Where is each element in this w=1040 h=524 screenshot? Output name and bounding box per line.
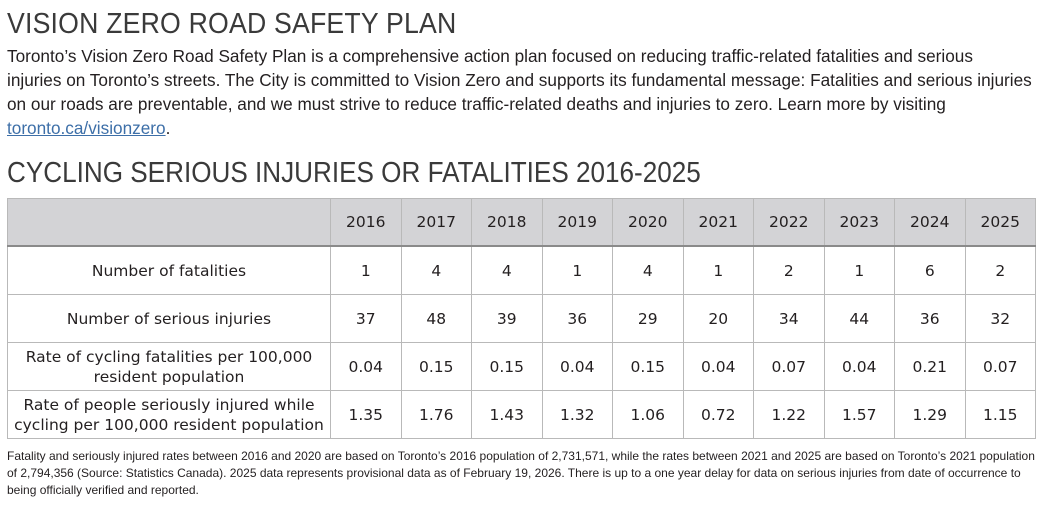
- intro-paragraph: Toronto’s Vision Zero Road Safety Plan i…: [7, 44, 1032, 140]
- table-row: Rate of people seriously injured while c…: [7, 390, 1036, 439]
- page: VISION ZERO ROAD SAFETY PLAN Toronto’s V…: [7, 8, 1036, 497]
- table-cell: 1.76: [400, 390, 472, 439]
- year-header: 2016: [330, 198, 402, 247]
- intro-text: Toronto’s Vision Zero Road Safety Plan i…: [7, 46, 1032, 114]
- table-cell: 0.15: [612, 342, 684, 391]
- row-label: Number of fatalities: [7, 245, 331, 295]
- table-cell: 1.43: [471, 390, 543, 439]
- table-cell: 0.04: [330, 342, 402, 391]
- table-cell: 0.07: [964, 342, 1036, 391]
- table-cell: 20: [682, 294, 754, 343]
- table-cell: 6: [894, 245, 966, 295]
- table-cell: 0.15: [471, 342, 543, 391]
- table-cell: 1.15: [964, 390, 1036, 439]
- year-header: 2022: [753, 198, 825, 247]
- year-header: 2021: [682, 198, 754, 247]
- table-cell: 36: [894, 294, 966, 343]
- table-cell: 1: [541, 245, 613, 295]
- table-cell: 1.35: [330, 390, 402, 439]
- table-cell: 0.15: [400, 342, 472, 391]
- year-header: 2023: [823, 198, 895, 247]
- table-cell: 29: [612, 294, 684, 343]
- table-cell: 36: [541, 294, 613, 343]
- table-body: Number of fatalities 1 4 4 1 4 1 2 1 6 2 Number of …: [7, 245, 1036, 439]
- table-cell: 37: [330, 294, 402, 343]
- table-cell: 0.72: [682, 390, 754, 439]
- year-header: 2025: [964, 198, 1036, 247]
- table-cell: 0.07: [753, 342, 825, 391]
- table-cell: 44: [823, 294, 895, 343]
- table-cell: 1.32: [541, 390, 613, 439]
- intro-end: .: [165, 118, 171, 138]
- table-cell: 4: [400, 245, 472, 295]
- table-row: Number of fatalities 1 4 4 1 4 1 2 1 6 2: [7, 245, 1036, 295]
- table-cell: 1.29: [894, 390, 966, 439]
- table-cell: 0.04: [541, 342, 613, 391]
- header-blank-cell: [7, 198, 331, 247]
- page-title: VISION ZERO ROAD SAFETY PLAN: [7, 8, 457, 40]
- table-cell: 1.57: [823, 390, 895, 439]
- table-cell: 4: [471, 245, 543, 295]
- table-row: Number of serious injuries 37 48 39 36 29 20 34…: [7, 294, 1036, 343]
- table-cell: 0.04: [682, 342, 754, 391]
- table-cell: 0.04: [823, 342, 895, 391]
- table-row: Rate of cycling fatalities per 100,000 r…: [7, 342, 1036, 391]
- year-header: 2018: [471, 198, 543, 247]
- row-label: Number of serious injuries: [7, 294, 331, 343]
- table-cell: 1: [823, 245, 895, 295]
- table-title: CYCLING SERIOUS INJURIES OR FATALITIES 2…: [7, 157, 701, 189]
- table-cell: 39: [471, 294, 543, 343]
- footnote: Fatality and seriously injured rates bet…: [7, 449, 1035, 497]
- table-cell: 1: [330, 245, 402, 295]
- year-header: 2020: [612, 198, 684, 247]
- cycling-stats-table: 2016 2017 2018 2019 2020 2021 2022 2023 2024 2025…: [7, 198, 1036, 439]
- table-cell: 0.21: [894, 342, 966, 391]
- table-cell: 2: [753, 245, 825, 295]
- table-cell: 1.22: [753, 390, 825, 439]
- year-header: 2019: [541, 198, 613, 247]
- table-cell: 1.06: [612, 390, 684, 439]
- year-header: 2017: [400, 198, 472, 247]
- vision-zero-link[interactable]: toronto.ca/visionzero: [7, 118, 166, 138]
- year-header: 2024: [894, 198, 966, 247]
- table-cell: 48: [400, 294, 472, 343]
- table-cell: 32: [964, 294, 1036, 343]
- table-cell: 2: [964, 245, 1036, 295]
- table-header-row: 2016 2017 2018 2019 2020 2021 2022 2023 2024 2025: [7, 198, 1036, 247]
- table-cell: 1: [682, 245, 754, 295]
- row-label: Rate of people seriously injured while c…: [7, 390, 331, 439]
- row-label: Rate of cycling fatalities per 100,000 r…: [7, 342, 331, 391]
- table-cell: 34: [753, 294, 825, 343]
- table-cell: 4: [612, 245, 684, 295]
